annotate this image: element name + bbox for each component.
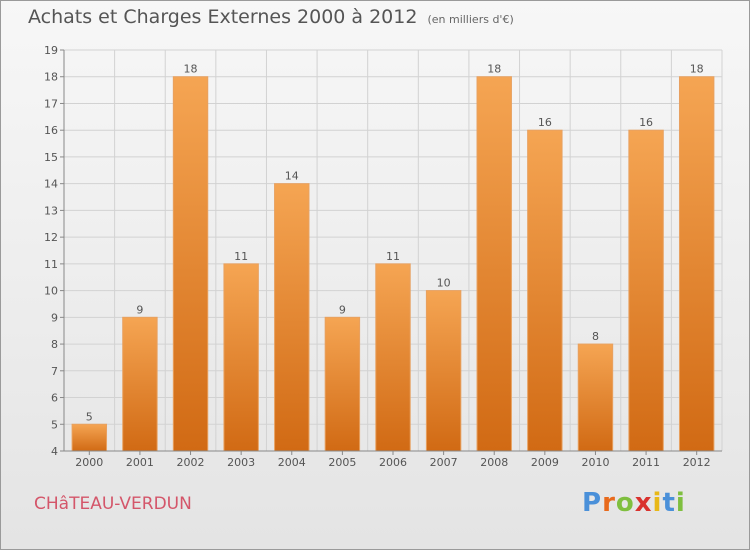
- x-tick-label-2000: 2000: [75, 456, 103, 469]
- bar-2012: [678, 76, 715, 452]
- value-label-2002: 18: [184, 63, 198, 76]
- value-label-2003: 11: [234, 250, 248, 263]
- bar-2007: [425, 290, 462, 452]
- bar-2001: [122, 316, 158, 452]
- y-tick-label: 10: [44, 285, 58, 298]
- logo-letter: x: [634, 488, 653, 518]
- axes: 4 5 6 7 8 9 10 11 12 13 14 15 16 17 18 19 2000 2001 2002 20…: [44, 44, 722, 469]
- x-tick-label-2010: 2010: [581, 456, 609, 469]
- value-label-2000: 5: [86, 410, 93, 423]
- x-tick-label-2003: 2003: [227, 456, 255, 469]
- y-tick-label: 7: [51, 365, 58, 378]
- value-label-2005: 9: [339, 303, 346, 316]
- x-tick-label-2011: 2011: [632, 456, 660, 469]
- chart-title: Achats et Charges Externes 2000 à 2012 (e…: [28, 6, 514, 28]
- y-tick-label: 9: [51, 311, 58, 324]
- value-label-2004: 14: [285, 170, 299, 183]
- value-label-2008: 18: [487, 63, 501, 76]
- value-label-2009: 16: [538, 116, 552, 129]
- y-tick-label: 5: [51, 418, 58, 431]
- x-tick-label-2004: 2004: [278, 456, 306, 469]
- bar-2006: [375, 263, 411, 452]
- y-tick-label: 17: [44, 97, 58, 110]
- x-tick-label-2001: 2001: [126, 456, 154, 469]
- y-tick-label: 8: [51, 338, 58, 351]
- value-label-2011: 16: [639, 116, 653, 129]
- x-tick-label-2005: 2005: [328, 456, 356, 469]
- bar-2008: [476, 76, 512, 452]
- y-tick-label: 13: [44, 204, 58, 217]
- x-tick-label-2012: 2012: [683, 456, 711, 469]
- bar-2002: [172, 76, 209, 452]
- x-tick-label-2006: 2006: [379, 456, 407, 469]
- y-tick-label: 4: [51, 445, 58, 458]
- y-tick-label: 11: [44, 258, 58, 271]
- bar-2004: [274, 183, 310, 452]
- y-tick-label: 19: [44, 44, 58, 57]
- bar-2010: [577, 343, 614, 452]
- logo-letter: i: [652, 488, 663, 518]
- x-tick-label-2007: 2007: [430, 456, 458, 469]
- value-label-2010: 8: [592, 330, 599, 343]
- proxiti-logo: Proxiti: [582, 488, 686, 518]
- chart-title-text: Achats et Charges Externes 2000 à 2012: [28, 6, 418, 28]
- chart-subtitle: (en milliers d'€): [427, 13, 514, 26]
- value-label-2006: 11: [386, 250, 400, 263]
- y-tick-label: 12: [44, 231, 58, 244]
- x-tick-label-2008: 2008: [480, 456, 508, 469]
- y-tick-label: 18: [44, 71, 58, 84]
- bar-2003: [223, 263, 259, 452]
- commune-name: CHâTEAU-VERDUN: [34, 494, 192, 514]
- y-tick-label: 16: [44, 124, 58, 137]
- y-tick-label: 14: [44, 178, 58, 191]
- value-label-2007: 10: [437, 277, 451, 290]
- bar-2000: [71, 423, 108, 452]
- logo-letter: P: [582, 488, 603, 518]
- bar-2011: [628, 129, 664, 452]
- bar-2005: [324, 316, 361, 452]
- bars: 5 9 18 11 14 9 11 10 18 16 8 16 18: [71, 63, 715, 452]
- x-tick-label-2009: 2009: [531, 456, 559, 469]
- value-label-2001: 9: [136, 303, 143, 316]
- y-tick-label: 15: [44, 151, 58, 164]
- logo-letter: t: [662, 488, 676, 518]
- y-tick-label: 6: [51, 392, 58, 405]
- x-tick-label-2002: 2002: [177, 456, 205, 469]
- logo-letter: r: [602, 488, 616, 518]
- bar-2009: [527, 129, 563, 452]
- value-label-2012: 18: [690, 63, 704, 76]
- logo-letter: i: [675, 488, 686, 518]
- logo-letter: o: [615, 488, 635, 518]
